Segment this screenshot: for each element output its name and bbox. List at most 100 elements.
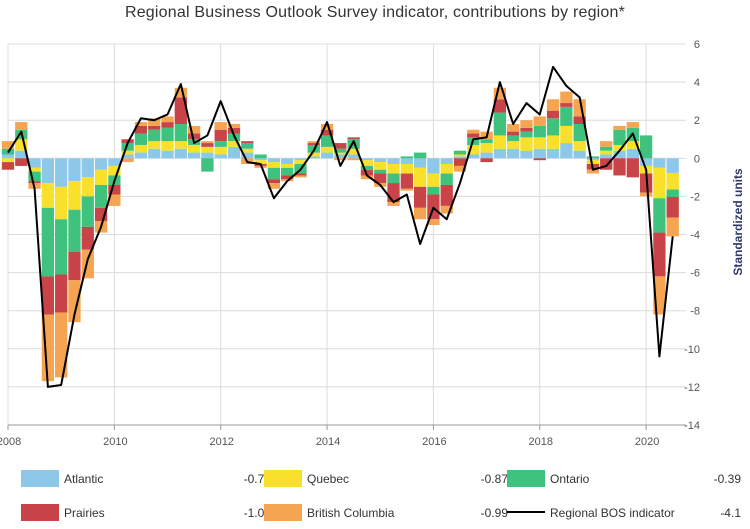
bar-british-columbia (187, 125, 201, 134)
y-tick-label: -8 (690, 306, 700, 318)
bar-british-columbia (334, 158, 347, 161)
bar-atlantic (334, 154, 347, 159)
bar-quebec (600, 150, 613, 155)
bar-british-columbia (55, 312, 68, 378)
bar-ontario (55, 219, 68, 275)
bar-atlantic (267, 158, 281, 163)
bar-prairies (307, 143, 320, 145)
bar-british-columbia (174, 87, 187, 98)
y-axis-title: Standardized units (731, 168, 745, 276)
bar-atlantic (68, 158, 81, 182)
bar-prairies (1, 162, 15, 170)
bar-atlantic (187, 152, 201, 159)
bar-quebec (453, 154, 467, 157)
legend-label: Regional BOS indicator (550, 506, 675, 520)
bar-atlantic (241, 152, 254, 159)
bar-prairies (480, 158, 493, 163)
bar-atlantic (347, 154, 360, 159)
bar-quebec (134, 144, 148, 153)
bar-quebec (241, 148, 254, 153)
bar-prairies (334, 143, 347, 149)
bar-atlantic (493, 148, 507, 159)
bar-ontario (41, 207, 55, 277)
bar-prairies (360, 169, 374, 176)
bar-quebec (148, 141, 161, 149)
legend-swatch-atlantic (21, 470, 59, 487)
bar-ontario (68, 209, 81, 252)
bar-ontario (360, 165, 374, 170)
bar-prairies (546, 110, 560, 119)
bar-prairies (227, 127, 241, 134)
x-tick-label: 2012 (209, 436, 233, 448)
legend-label: Quebec (307, 472, 350, 486)
bar-prairies (440, 184, 453, 206)
bar-prairies (28, 181, 41, 184)
bar-prairies (161, 122, 174, 128)
bar-atlantic (307, 156, 320, 159)
bar-atlantic (613, 150, 626, 159)
bar-ontario (174, 124, 187, 142)
bar-quebec (440, 164, 453, 174)
bar-quebec (267, 162, 281, 168)
bar-prairies (320, 129, 334, 136)
bar-ontario (639, 135, 653, 159)
bar-quebec (467, 144, 480, 155)
bar-ontario (440, 173, 453, 185)
bar-quebec (347, 148, 360, 155)
bar-ontario (653, 198, 666, 233)
bar-prairies (600, 158, 613, 170)
bar-british-columbia (161, 116, 174, 123)
legend-value: -0.87 (480, 472, 508, 486)
bar-quebec (480, 143, 493, 153)
bar-british-columbia (134, 122, 148, 126)
bar-atlantic (41, 158, 55, 184)
bar-ontario (533, 125, 546, 138)
bar-prairies (108, 184, 121, 195)
bar-quebec (307, 152, 320, 157)
bar-prairies (533, 158, 546, 161)
bar-prairies (493, 99, 507, 113)
x-tick-label: 2018 (529, 436, 553, 448)
bar-prairies (174, 97, 187, 125)
bar-quebec (15, 139, 28, 151)
bar-british-columbia (227, 124, 241, 128)
bar-atlantic (174, 148, 187, 159)
bar-atlantic (108, 158, 121, 166)
bar-atlantic (666, 158, 679, 173)
y-tick-label: -4 (690, 230, 700, 242)
legend-label: Ontario (550, 472, 590, 486)
bar-british-columbia (68, 280, 81, 323)
chart-plot: 6 4 2 0 -2 -4 -6 -8 -10 -12 -14 2008 2010 2012 2014 201… (0, 39, 745, 448)
bar-quebec (427, 173, 440, 187)
bar-prairies (560, 103, 573, 107)
bar-quebec (533, 137, 546, 149)
bar-quebec (493, 135, 507, 149)
bar-ontario (413, 152, 427, 159)
bar-quebec (560, 125, 573, 144)
bar-ontario (201, 158, 214, 172)
bar-prairies (520, 127, 533, 132)
bar-ontario (480, 139, 493, 144)
bar-quebec (121, 150, 134, 155)
bar-atlantic (440, 158, 453, 165)
legend-swatch-quebec (264, 470, 302, 487)
bar-quebec (174, 141, 187, 149)
bar-atlantic (15, 150, 28, 159)
bar-prairies (214, 129, 227, 142)
bar-quebec (546, 135, 560, 149)
legend: Atlantic -0.77 Quebec -0.87 Ontario -0.3… (0, 458, 750, 529)
bar-ontario (453, 150, 467, 155)
bar-atlantic (374, 158, 387, 163)
x-tick-label: 2020 (635, 436, 659, 448)
bar-atlantic (28, 158, 41, 168)
bar-ontario (134, 133, 148, 145)
bar-british-columbia (440, 205, 453, 214)
bar-quebec (281, 164, 294, 168)
bar-ontario (586, 156, 600, 159)
bar-quebec (108, 165, 121, 176)
bar-prairies (41, 276, 55, 315)
bar-prairies (15, 158, 28, 166)
bar-atlantic (254, 158, 267, 161)
legend-swatch-british-columbia (264, 504, 302, 521)
bar-quebec (334, 152, 347, 155)
